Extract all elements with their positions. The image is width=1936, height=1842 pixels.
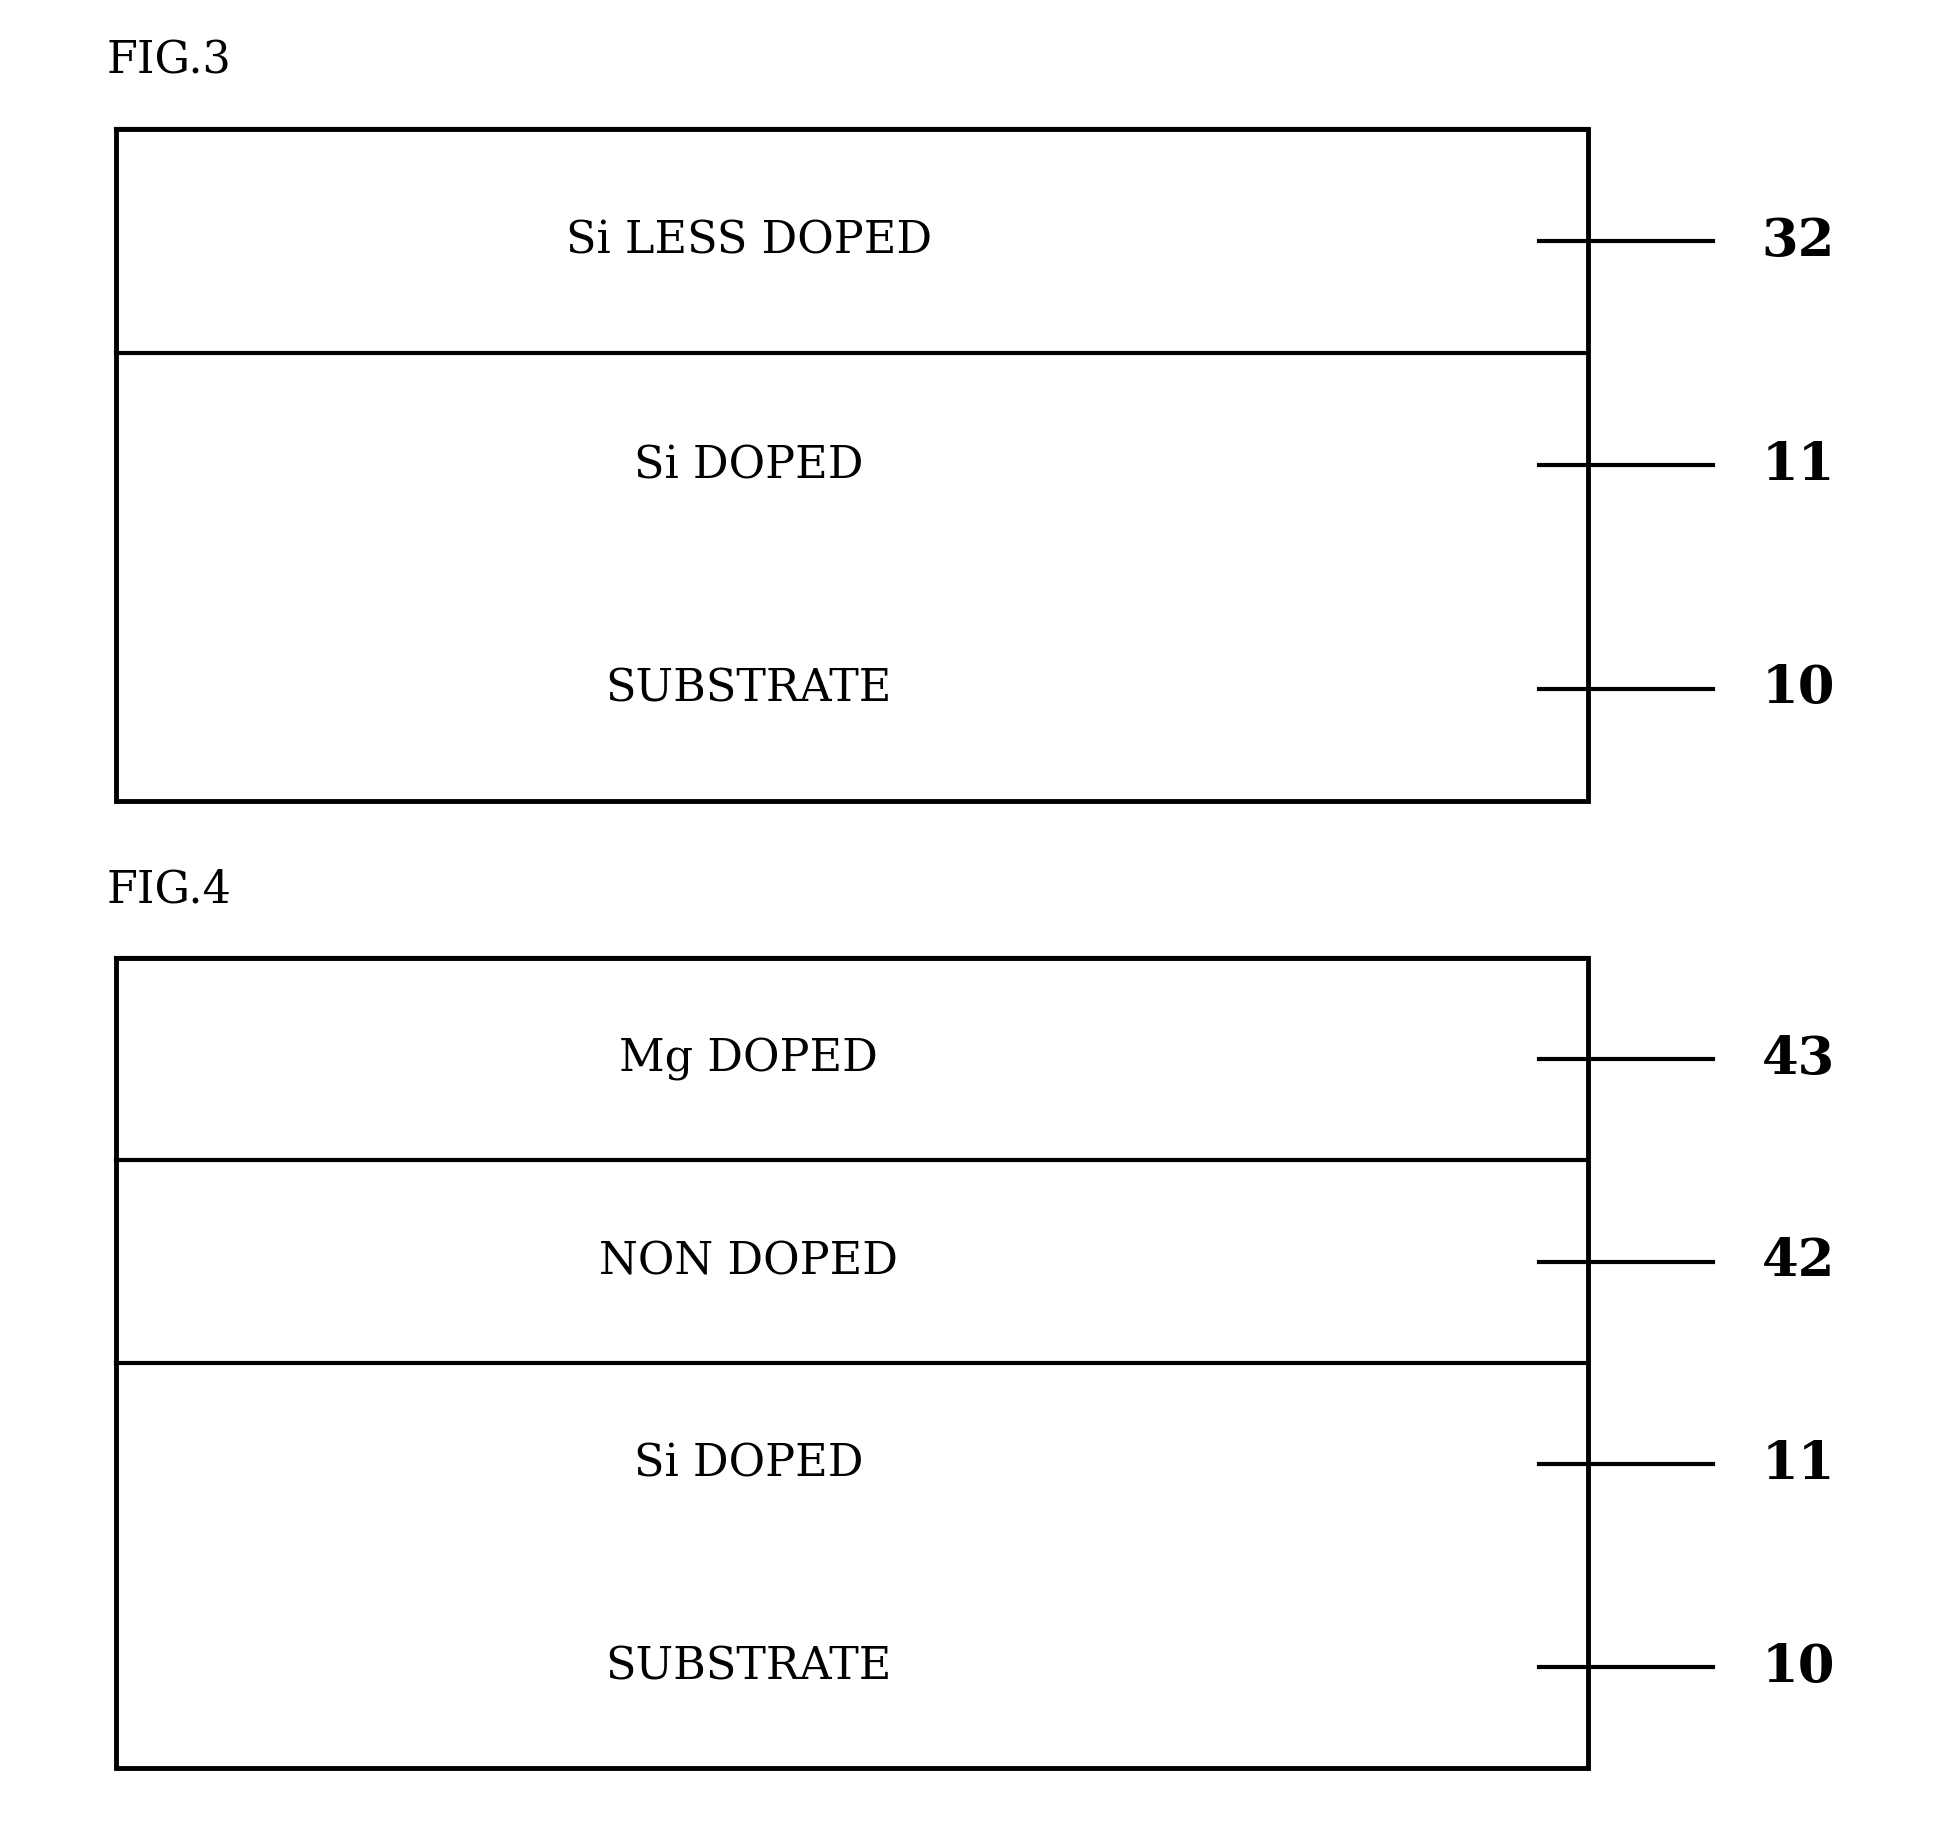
Text: 11: 11: [1762, 440, 1835, 490]
Text: 10: 10: [1762, 1641, 1835, 1693]
Text: FIG.3: FIG.3: [106, 41, 230, 83]
Text: 42: 42: [1762, 1236, 1835, 1288]
Text: Si DOPED: Si DOPED: [635, 444, 863, 486]
Text: 43: 43: [1762, 1033, 1835, 1085]
Bar: [116, 129, 1588, 801]
Text: NON DOPED: NON DOPED: [600, 1240, 898, 1284]
Text: SUBSTRATE: SUBSTRATE: [606, 669, 892, 711]
Text: Mg DOPED: Mg DOPED: [620, 1037, 879, 1081]
Text: SUBSTRATE: SUBSTRATE: [606, 1645, 892, 1689]
Text: 32: 32: [1762, 216, 1835, 267]
Text: Si LESS DOPED: Si LESS DOPED: [565, 219, 931, 262]
Bar: [116, 958, 1588, 1768]
Text: 11: 11: [1762, 1439, 1835, 1490]
Text: Si DOPED: Si DOPED: [635, 1442, 863, 1486]
Text: 10: 10: [1762, 663, 1835, 715]
Text: FIG.4: FIG.4: [106, 869, 232, 912]
